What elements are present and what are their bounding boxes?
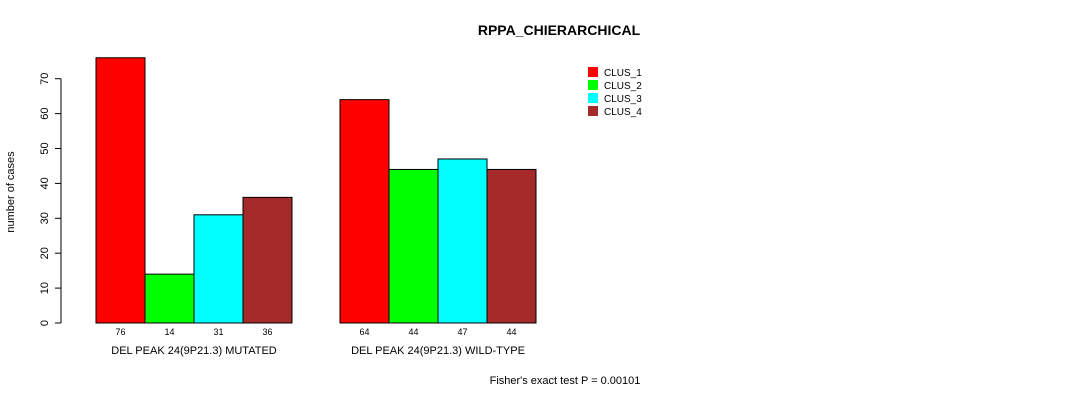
y-tick-label: 20 [39, 247, 51, 259]
chart-title: RPPA_CHIERARCHICAL [478, 22, 641, 38]
y-tick-label: 50 [39, 142, 51, 154]
bar-clus-1-group-2 [339, 99, 390, 324]
bar-clus-4-group-2 [486, 168, 537, 324]
bar-count-label: 31 [213, 327, 223, 337]
legend-swatch-clus-2 [588, 80, 598, 90]
bar-clus-3-group-2 [437, 158, 488, 324]
legend-label-clus-2: CLUS_2 [604, 81, 642, 92]
group-label-2: DEL PEAK 24(9P21.3) WILD-TYPE [351, 345, 525, 357]
bar-clus-4-group-1 [242, 196, 293, 324]
bar-clus-3-group-1 [193, 214, 244, 324]
group-label-1: DEL PEAK 24(9P21.3) MUTATED [111, 345, 277, 357]
bar-count-label: 36 [262, 327, 272, 337]
legend-label-clus-1: CLUS_1 [604, 68, 642, 79]
y-tick-label: 30 [39, 212, 51, 224]
y-tick-label: 40 [39, 177, 51, 189]
bars [95, 57, 537, 324]
legend: CLUS_1 CLUS_2 CLUS_3 CLUS_4 [588, 67, 642, 118]
bar-clus-2-group-2 [388, 168, 439, 324]
y-tick-label: 70 [39, 73, 51, 85]
legend-label-clus-4: CLUS_4 [604, 107, 642, 118]
count-labels: 76 14 31 36 64 44 47 44 [115, 327, 516, 337]
bar-count-label: 47 [457, 327, 467, 337]
legend-label-clus-3: CLUS_3 [604, 94, 642, 105]
legend-swatch-clus-1 [588, 67, 598, 77]
legend-swatch-clus-4 [588, 106, 598, 116]
bar-count-label: 64 [359, 327, 369, 337]
y-axis: 0 10 20 30 40 50 60 70 [39, 73, 62, 326]
bar-count-label: 44 [408, 327, 418, 337]
y-axis-label: number of cases [5, 151, 17, 233]
y-tick-label: 10 [39, 282, 51, 294]
bar-count-label: 14 [164, 327, 174, 337]
bar-clus-1-group-1 [95, 57, 146, 324]
bar-count-label: 76 [115, 327, 125, 337]
bar-clus-2-group-1 [144, 273, 195, 324]
group-labels: DEL PEAK 24(9P21.3) MUTATED DEL PEAK 24(9… [111, 345, 525, 357]
fisher-test-annotation: Fisher's exact test P = 0.00101 [490, 375, 641, 387]
y-tick-label: 60 [39, 107, 51, 119]
legend-swatch-clus-3 [588, 93, 598, 103]
y-tick-label: 0 [39, 320, 51, 326]
bar-count-label: 44 [506, 327, 516, 337]
